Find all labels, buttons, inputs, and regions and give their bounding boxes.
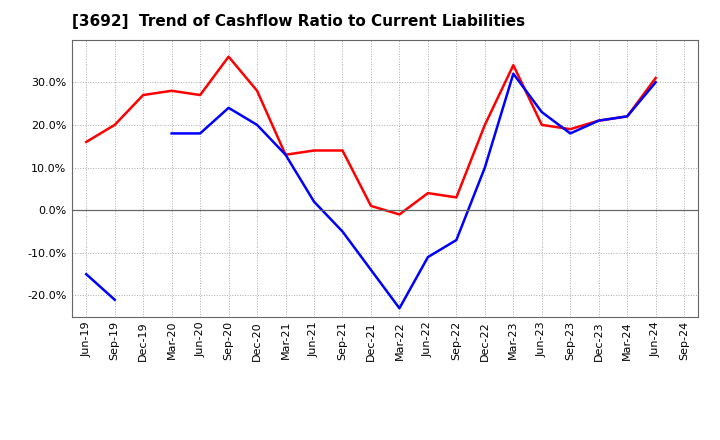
- Operating CF to Current Liabilities: [509, 62, 518, 68]
- Free CF to Current Liabilities: [82, 271, 91, 277]
- Operating CF to Current Liabilities: [366, 203, 375, 209]
- Operating CF to Current Liabilities: [225, 54, 233, 59]
- Operating CF to Current Liabilities: [595, 118, 603, 123]
- Operating CF to Current Liabilities: [196, 92, 204, 98]
- Line: Free CF to Current Liabilities: Free CF to Current Liabilities: [86, 274, 114, 300]
- Free CF to Current Liabilities: [110, 297, 119, 302]
- Line: Operating CF to Current Liabilities: Operating CF to Current Liabilities: [86, 57, 656, 214]
- Operating CF to Current Liabilities: [310, 148, 318, 153]
- Operating CF to Current Liabilities: [395, 212, 404, 217]
- Operating CF to Current Liabilities: [452, 195, 461, 200]
- Operating CF to Current Liabilities: [623, 114, 631, 119]
- Operating CF to Current Liabilities: [110, 122, 119, 128]
- Operating CF to Current Liabilities: [282, 152, 290, 158]
- Operating CF to Current Liabilities: [537, 122, 546, 128]
- Operating CF to Current Liabilities: [480, 122, 489, 128]
- Operating CF to Current Liabilities: [652, 75, 660, 81]
- Operating CF to Current Liabilities: [423, 191, 432, 196]
- Operating CF to Current Liabilities: [167, 88, 176, 93]
- Operating CF to Current Liabilities: [338, 148, 347, 153]
- Text: [3692]  Trend of Cashflow Ratio to Current Liabilities: [3692] Trend of Cashflow Ratio to Curren…: [72, 14, 525, 29]
- Operating CF to Current Liabilities: [82, 139, 91, 145]
- Operating CF to Current Liabilities: [566, 127, 575, 132]
- Operating CF to Current Liabilities: [253, 88, 261, 93]
- Operating CF to Current Liabilities: [139, 92, 148, 98]
